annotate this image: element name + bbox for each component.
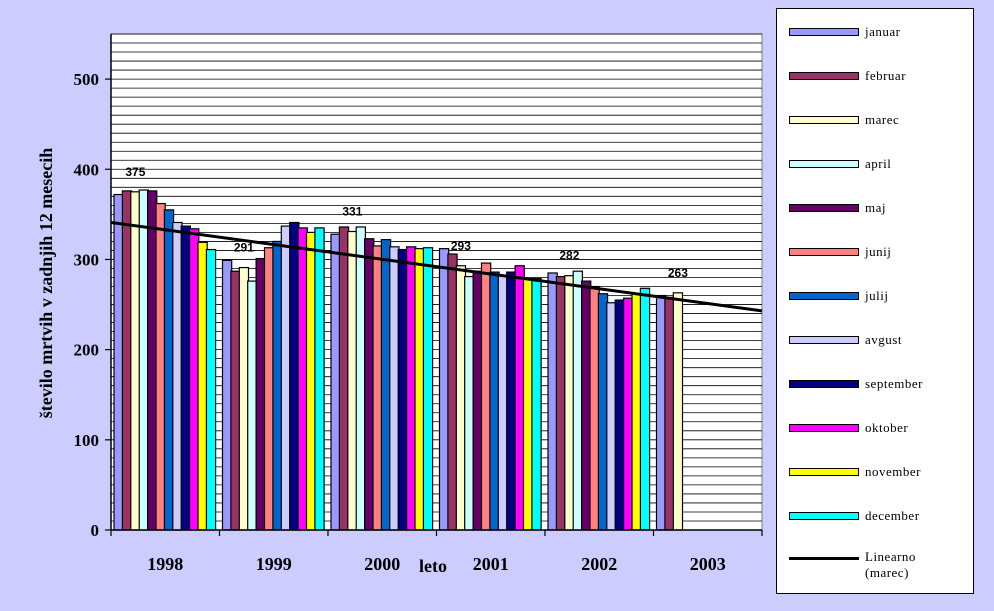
legend-label: april: [865, 156, 892, 171]
year-label-1999: 1999: [256, 554, 292, 574]
y-tick-label: 300: [74, 250, 100, 269]
legend-label: oktober: [865, 420, 909, 435]
legend-label: maj: [865, 200, 886, 215]
data-label-2003: 263: [668, 266, 688, 280]
legend-item-september: september: [789, 373, 923, 395]
legend-item-oktober: oktober: [789, 417, 908, 439]
grid-lines: [111, 33, 762, 522]
legend-swatch: [789, 28, 859, 36]
legend-swatch: [789, 512, 859, 520]
legend-label: junij: [865, 244, 892, 259]
legend-item-marec: marec: [789, 109, 899, 131]
year-label-1998: 1998: [147, 554, 183, 574]
legend-label: februar: [865, 68, 907, 83]
legend: januar februar marec april maj junij julij avgu…: [776, 8, 974, 594]
legend-swatch: [789, 292, 859, 300]
legend-swatch: [789, 248, 859, 256]
legend-item-avgust: avgust: [789, 329, 902, 351]
legend-line-swatch: [789, 557, 859, 560]
y-tick-labels: 0 100 200 300 400 500: [74, 70, 100, 540]
data-label-2002: 282: [559, 249, 579, 263]
y-axis-title: število mrtvih v zadnjih 12 mesecih: [36, 148, 56, 418]
bar-december-2000: [422, 247, 434, 531]
legend-item-maj: maj: [789, 197, 886, 219]
y-tick-label: 200: [74, 341, 100, 360]
legend-swatch: [789, 468, 859, 476]
data-label-1999: 291: [234, 241, 254, 255]
legend-label: marec: [865, 112, 900, 127]
legend-label: julij: [865, 288, 889, 303]
legend-label: november: [865, 464, 921, 479]
year-label-2000: 2000: [364, 554, 400, 574]
legend-swatch: [789, 380, 859, 388]
legend-swatch: [789, 336, 859, 344]
data-label-1998: 375: [125, 165, 145, 179]
legend-label: december: [865, 508, 920, 523]
legend-item-februar: februar: [789, 65, 906, 87]
legend-item-julij: julij: [789, 285, 888, 307]
axes: [105, 34, 763, 536]
legend-swatch: [789, 204, 859, 212]
y-tick-label: 100: [74, 431, 100, 450]
y-tick-label: 0: [91, 521, 100, 540]
year-label-2001: 2001: [473, 554, 509, 574]
legend-label: september: [865, 376, 923, 391]
data-label-2001: 293: [451, 239, 471, 253]
legend-swatch: [789, 424, 859, 432]
y-tick-label: 400: [74, 160, 100, 179]
plot-area: [110, 33, 763, 531]
legend-item-november: november: [789, 461, 921, 483]
bar-december-2002: [639, 287, 651, 531]
legend-item-junij: junij: [789, 241, 891, 263]
bar-december-2001: [531, 277, 542, 531]
trendline: [110, 220, 763, 313]
legend-swatch: [789, 160, 859, 168]
legend-item-Linearno-marec: Linearno (marec): [789, 549, 916, 580]
legend-swatch: [789, 72, 859, 80]
legend-label: januar: [865, 24, 901, 39]
data-labels: 375 291 331 293 282 263: [125, 165, 688, 280]
legend-label: avgust: [865, 332, 902, 347]
data-label-2000: 331: [342, 204, 362, 218]
legend-item-december: december: [789, 505, 920, 527]
legend-swatch: [789, 116, 859, 124]
legend-label: Linearno (marec): [865, 549, 916, 580]
year-label-2003: 2003: [690, 554, 726, 574]
bar-marec-2003: [672, 292, 684, 531]
legend-item-april: april: [789, 153, 891, 175]
year-label-2002: 2002: [581, 554, 617, 574]
bar-december-1998: [205, 248, 217, 531]
x-axis-title: leto: [419, 556, 447, 576]
legend-item-januar: januar: [789, 21, 900, 43]
y-tick-label: 500: [74, 70, 100, 89]
trendline-line: [110, 220, 763, 313]
bar-december-1999: [314, 227, 325, 531]
x-tick-labels: 1998 1999 2000 2001 2002 2003: [147, 554, 726, 574]
